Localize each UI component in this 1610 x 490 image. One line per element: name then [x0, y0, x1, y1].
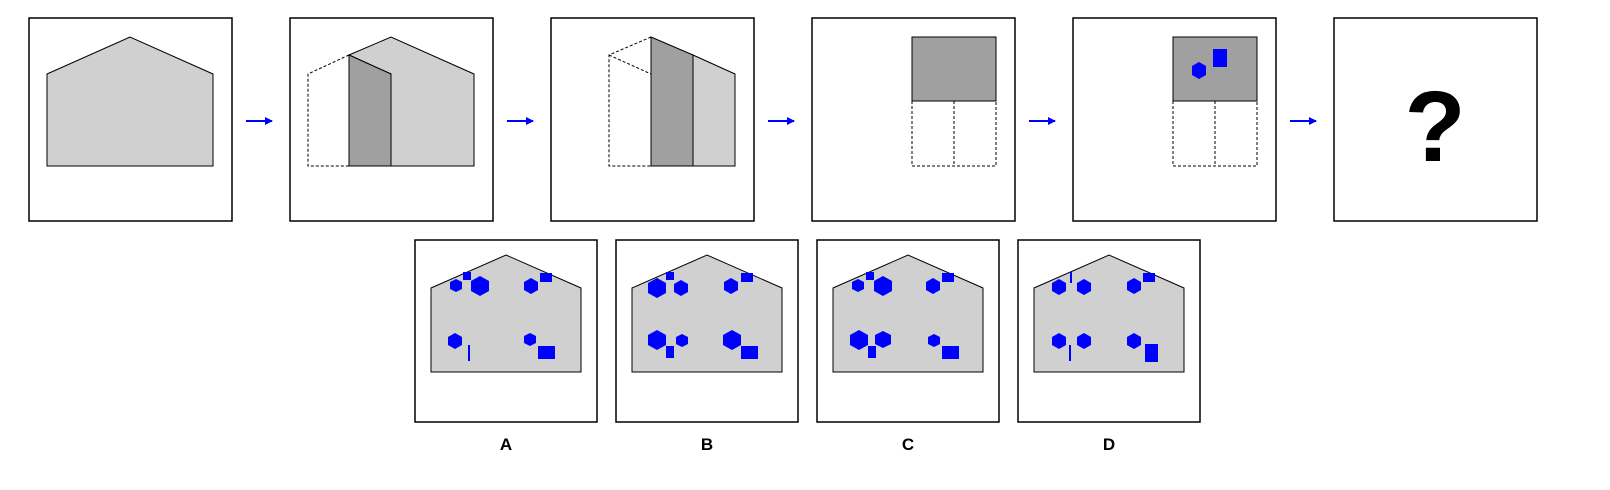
option-label: C [902, 435, 914, 454]
sequence-panel-1 [28, 17, 233, 222]
sequence-panel-4 [811, 17, 1016, 222]
option-label: D [1103, 435, 1115, 454]
sequence-panel-5 [1072, 17, 1277, 222]
sequence-panel-2 [289, 17, 494, 222]
option-a[interactable]: A [414, 239, 598, 454]
option-label: A [500, 435, 512, 454]
square-mark [1213, 49, 1227, 67]
sequence-panel-question: ? [1333, 17, 1538, 222]
option-c[interactable]: C [816, 239, 1000, 454]
option-b[interactable]: B [615, 239, 799, 454]
option-d[interactable]: D [1017, 239, 1201, 454]
hexagon-mark [1192, 62, 1206, 79]
option-label: B [701, 435, 713, 454]
sequence-panel-3 [550, 17, 755, 222]
house-shape [46, 36, 214, 167]
question-mark: ? [1404, 71, 1465, 183]
